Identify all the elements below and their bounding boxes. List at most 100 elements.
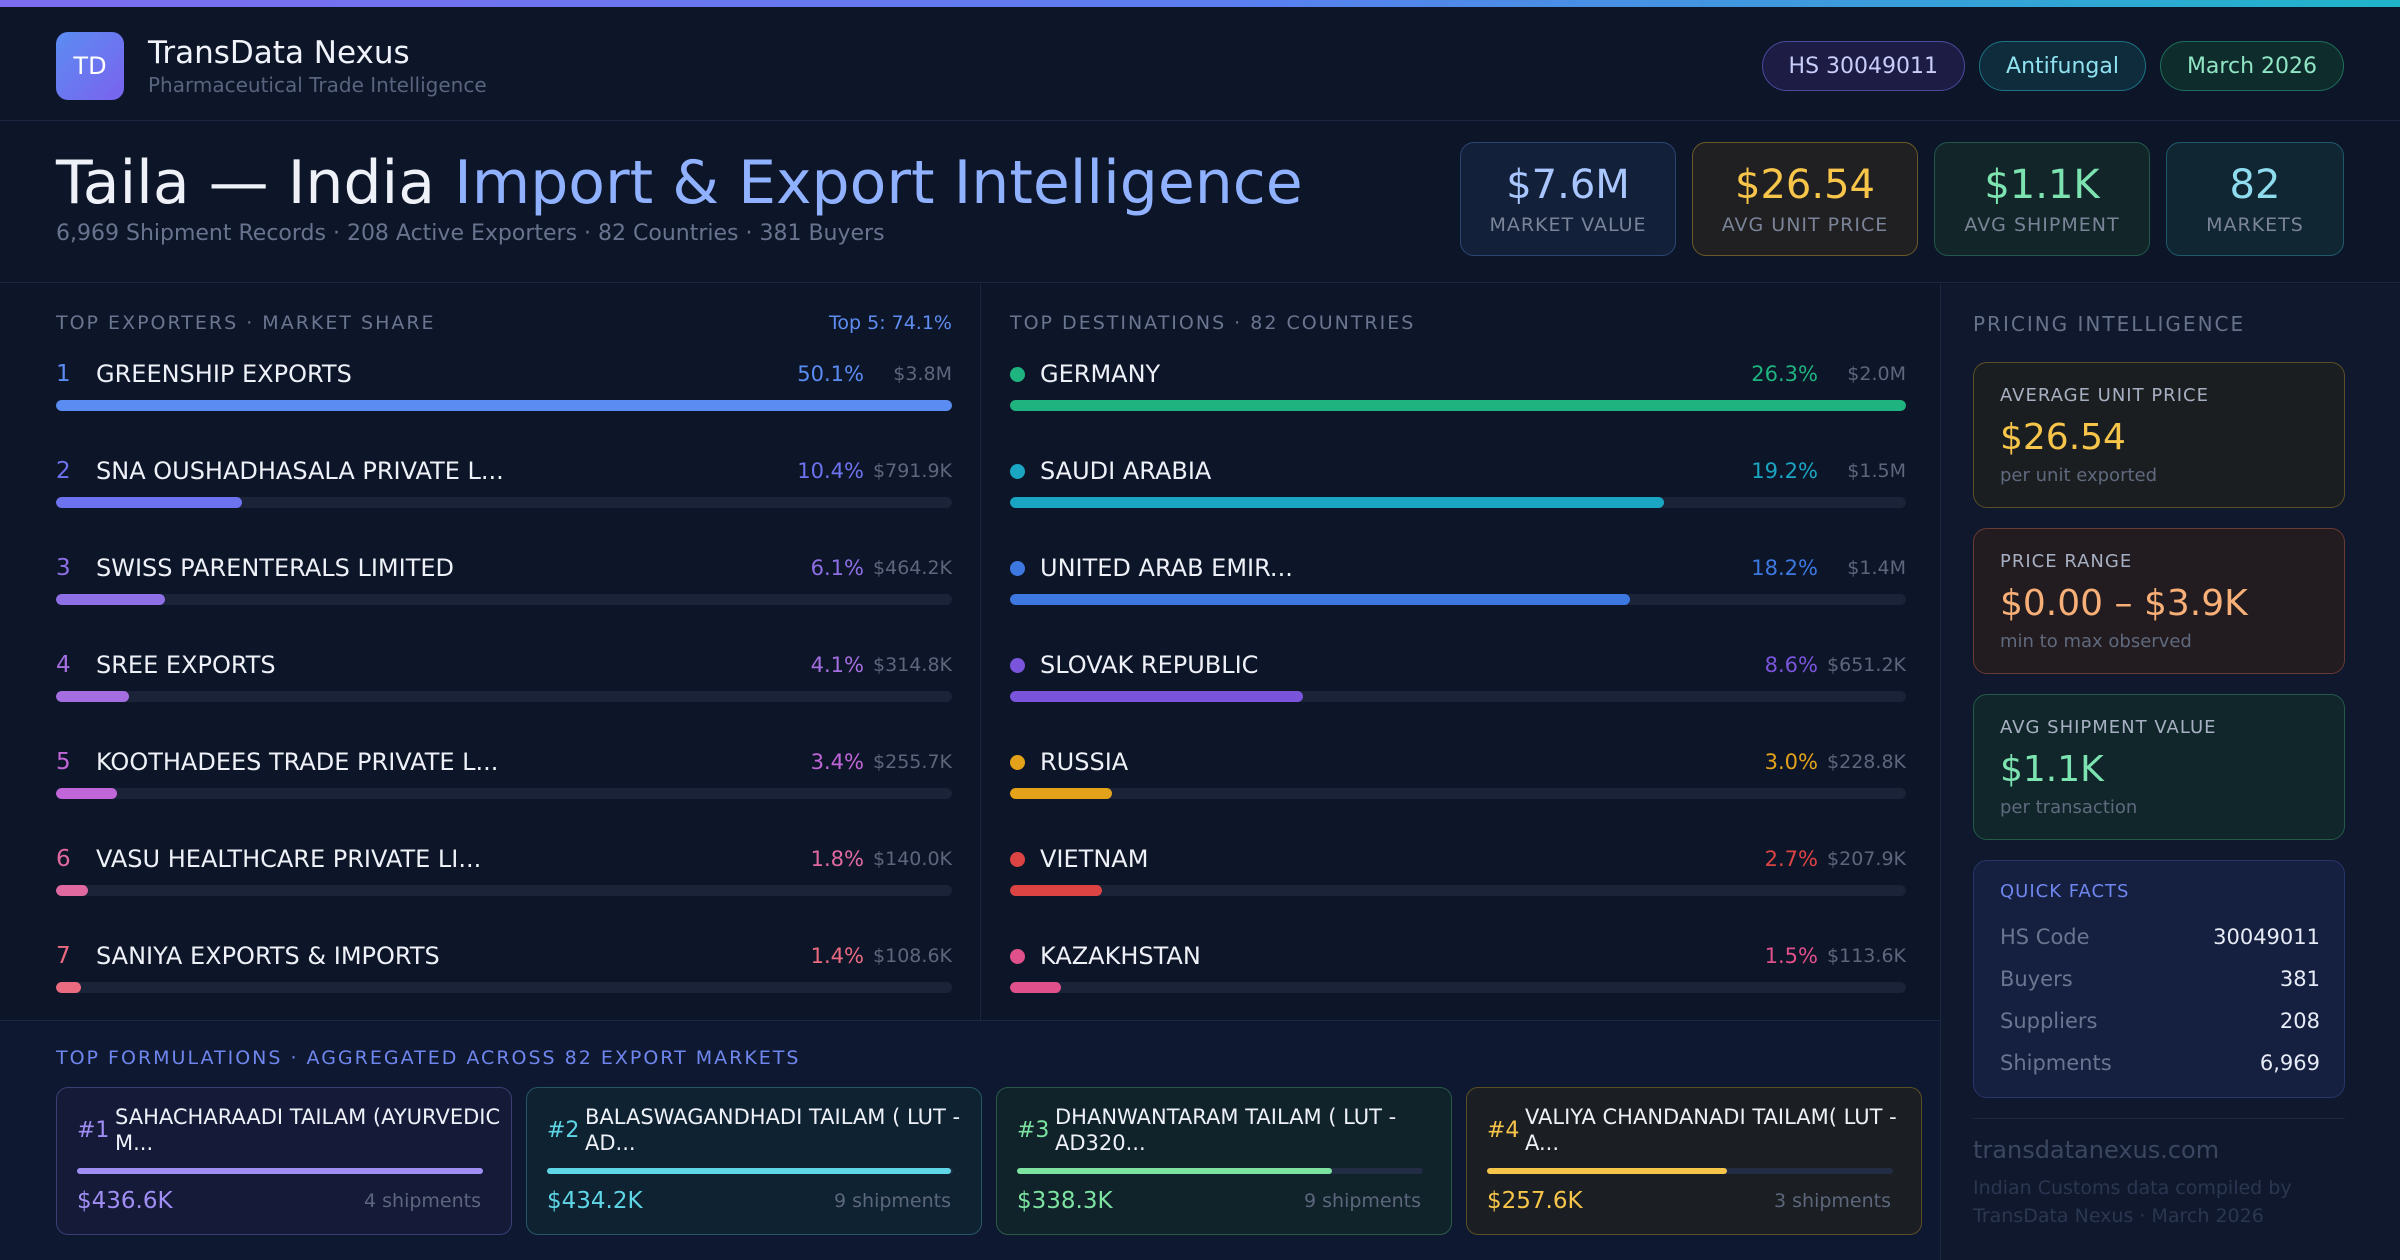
formulation-card[interactable]: #3 DHANWANTARAM TAILAM ( LUT - AD320... $3… xyxy=(996,1087,1452,1235)
exporter-share: 50.1% xyxy=(797,362,864,386)
share-bar-fill xyxy=(1010,885,1102,896)
footer-site-link[interactable]: transdatanexus.com xyxy=(1973,1136,2220,1164)
tag-category[interactable]: Antifungal xyxy=(1979,41,2146,91)
destination-share: 26.3% xyxy=(1751,362,1818,386)
fact-key: Shipments xyxy=(2000,1051,2112,1075)
exporter-rank: 4 xyxy=(56,652,71,678)
exporter-name: SWISS PARENTERALS LIMITED xyxy=(96,554,455,582)
formulation-card[interactable]: #2 BALASWAGANDHADI TAILAM ( LUT - AD... $4… xyxy=(526,1087,982,1235)
destination-value: $651.2K xyxy=(1827,654,1906,676)
destination-row[interactable]: RUSSIA 3.0% $228.8K xyxy=(1010,746,1906,806)
share-bar-track xyxy=(56,691,952,702)
tag-group: HS 30049011 Antifungal March 2026 xyxy=(1761,41,2344,91)
card-value: $26.54 xyxy=(2000,417,2126,458)
exporter-value: $464.2K xyxy=(873,557,952,579)
value-bar-fill xyxy=(77,1168,483,1174)
kpi-market-value: $7.6M MARKET VALUE xyxy=(1460,142,1676,256)
share-bar-fill xyxy=(56,497,242,508)
fact-row-buyers: Buyers 381 xyxy=(2000,967,2320,1001)
destination-value: $228.8K xyxy=(1827,751,1906,773)
title-row: Taila — India Import & Export Intelligen… xyxy=(0,121,2400,283)
exporter-row[interactable]: 7 SANIYA EXPORTS & IMPORTS 1.4% $108.6K xyxy=(56,940,952,1000)
formulation-name: BALASWAGANDHADI TAILAM ( LUT - AD... xyxy=(585,1105,961,1155)
tag-hs-code[interactable]: HS 30049011 xyxy=(1761,41,1966,91)
kpi-label: MARKETS xyxy=(2206,214,2304,236)
exporter-row[interactable]: 5 KOOTHADEES TRADE PRIVATE L... 3.4% $255.7… xyxy=(56,746,952,806)
share-bar-track xyxy=(1010,691,1906,702)
exporter-share: 3.4% xyxy=(810,750,864,774)
value-bar-track xyxy=(77,1168,483,1174)
destination-name: VIETNAM xyxy=(1040,845,1149,873)
kpi-markets: 82 MARKETS xyxy=(2166,142,2344,256)
exporter-row[interactable]: 6 VASU HEALTHCARE PRIVATE LI... 1.8% $140.0… xyxy=(56,843,952,903)
destination-name: UNITED ARAB EMIR... xyxy=(1040,554,1293,582)
kpi-label: AVG SHIPMENT xyxy=(1964,214,2120,236)
destination-row[interactable]: SAUDI ARABIA 19.2% $1.5M xyxy=(1010,455,1906,515)
formulation-card[interactable]: #4 VALIYA CHANDANADI TAILAM( LUT - A... $2… xyxy=(1466,1087,1922,1235)
color-dot-icon xyxy=(1010,755,1025,770)
value-bar-track xyxy=(547,1168,953,1174)
destination-name: KAZAKHSTAN xyxy=(1040,942,1201,970)
destination-share: 1.5% xyxy=(1764,944,1818,968)
share-bar-track xyxy=(56,497,952,508)
color-dot-icon xyxy=(1010,658,1025,673)
share-bar-fill xyxy=(56,982,82,993)
pricing-sidebar: PRICING INTELLIGENCE AVERAGE UNIT PRICE … xyxy=(1940,284,2400,1260)
share-bar-fill xyxy=(56,788,117,799)
destination-row[interactable]: VIETNAM 2.7% $207.9K xyxy=(1010,843,1906,903)
exporter-share: 10.4% xyxy=(797,459,864,483)
share-bar-track xyxy=(1010,982,1906,993)
destinations-panel: TOP DESTINATIONS · 82 COUNTRIES GERMANY 2… xyxy=(1010,312,1906,993)
formulation-rank: #2 xyxy=(547,1118,580,1143)
kpi-label: MARKET VALUE xyxy=(1489,214,1647,236)
exporters-panel: TOP EXPORTERS · MARKET SHARE Top 5: 74.1… xyxy=(56,312,952,993)
formulation-rank: #4 xyxy=(1487,1118,1520,1143)
kpi-value: $1.1K xyxy=(1984,162,2100,208)
formulation-rank: #3 xyxy=(1017,1118,1050,1143)
exporter-value: $314.8K xyxy=(873,654,952,676)
exporter-row[interactable]: 2 SNA OUSHADHASALA PRIVATE L... 10.4% $791.… xyxy=(56,455,952,515)
share-bar-track xyxy=(56,788,952,799)
sidebar-divider xyxy=(1973,1118,2345,1119)
exporter-row[interactable]: 1 GREENSHIP EXPORTS 50.1% $3.8M xyxy=(56,358,952,418)
exporter-rank: 5 xyxy=(56,749,71,775)
card-value: $1.1K xyxy=(2000,749,2104,790)
share-bar-track xyxy=(56,400,952,411)
exporter-share: 1.4% xyxy=(810,944,864,968)
value-bar-fill xyxy=(1487,1168,1727,1174)
exporter-value: $140.0K xyxy=(873,848,952,870)
share-bar-fill xyxy=(1010,594,1631,605)
formulations-section: TOP FORMULATIONS · AGGREGATED ACROSS 82 … xyxy=(0,1020,1940,1260)
exporter-name: KOOTHADEES TRADE PRIVATE L... xyxy=(96,748,499,776)
share-bar-track xyxy=(1010,885,1906,896)
destination-row[interactable]: KAZAKHSTAN 1.5% $113.6K xyxy=(1010,940,1906,1000)
exporter-value: $255.7K xyxy=(873,751,952,773)
color-dot-icon xyxy=(1010,561,1025,576)
exporter-share: 1.8% xyxy=(810,847,864,871)
formulation-card[interactable]: #1 SAHACHARAADI TAILAM (AYURVEDIC M... $43… xyxy=(56,1087,512,1235)
formulation-value: $257.6K xyxy=(1487,1188,1583,1214)
value-bar-track xyxy=(1017,1168,1423,1174)
exporter-row[interactable]: 4 SREE EXPORTS 4.1% $314.8K xyxy=(56,649,952,709)
destination-share: 3.0% xyxy=(1764,750,1818,774)
destination-row[interactable]: UNITED ARAB EMIR... 18.2% $1.4M xyxy=(1010,552,1906,612)
formulation-shipments: 9 shipments xyxy=(834,1190,951,1212)
destination-row[interactable]: GERMANY 26.3% $2.0M xyxy=(1010,358,1906,418)
share-bar-track xyxy=(56,594,952,605)
page-title-accent: Import & Export Intelligence xyxy=(454,148,1303,218)
destination-row[interactable]: SLOVAK REPUBLIC 8.6% $651.2K xyxy=(1010,649,1906,709)
fact-value: 6,969 xyxy=(2259,1051,2320,1075)
tag-date[interactable]: March 2026 xyxy=(2159,41,2344,91)
exporter-rank: 1 xyxy=(56,361,71,387)
card-note: per transaction xyxy=(2000,797,2138,818)
card-note: per unit exported xyxy=(2000,465,2158,486)
destination-value: $207.9K xyxy=(1827,848,1906,870)
color-dot-icon xyxy=(1010,464,1025,479)
brand-name: TransData Nexus xyxy=(148,35,410,71)
brand-subtitle: Pharmaceutical Trade Intelligence xyxy=(148,73,487,97)
exporter-value: $108.6K xyxy=(873,945,952,967)
panel-divider xyxy=(980,284,981,1020)
exporter-row[interactable]: 3 SWISS PARENTERALS LIMITED 6.1% $464.2K xyxy=(56,552,952,612)
avg-shipment-value-card: AVG SHIPMENT VALUE $1.1K per transaction xyxy=(1973,694,2345,840)
fact-row-shipments: Shipments 6,969 xyxy=(2000,1051,2320,1085)
